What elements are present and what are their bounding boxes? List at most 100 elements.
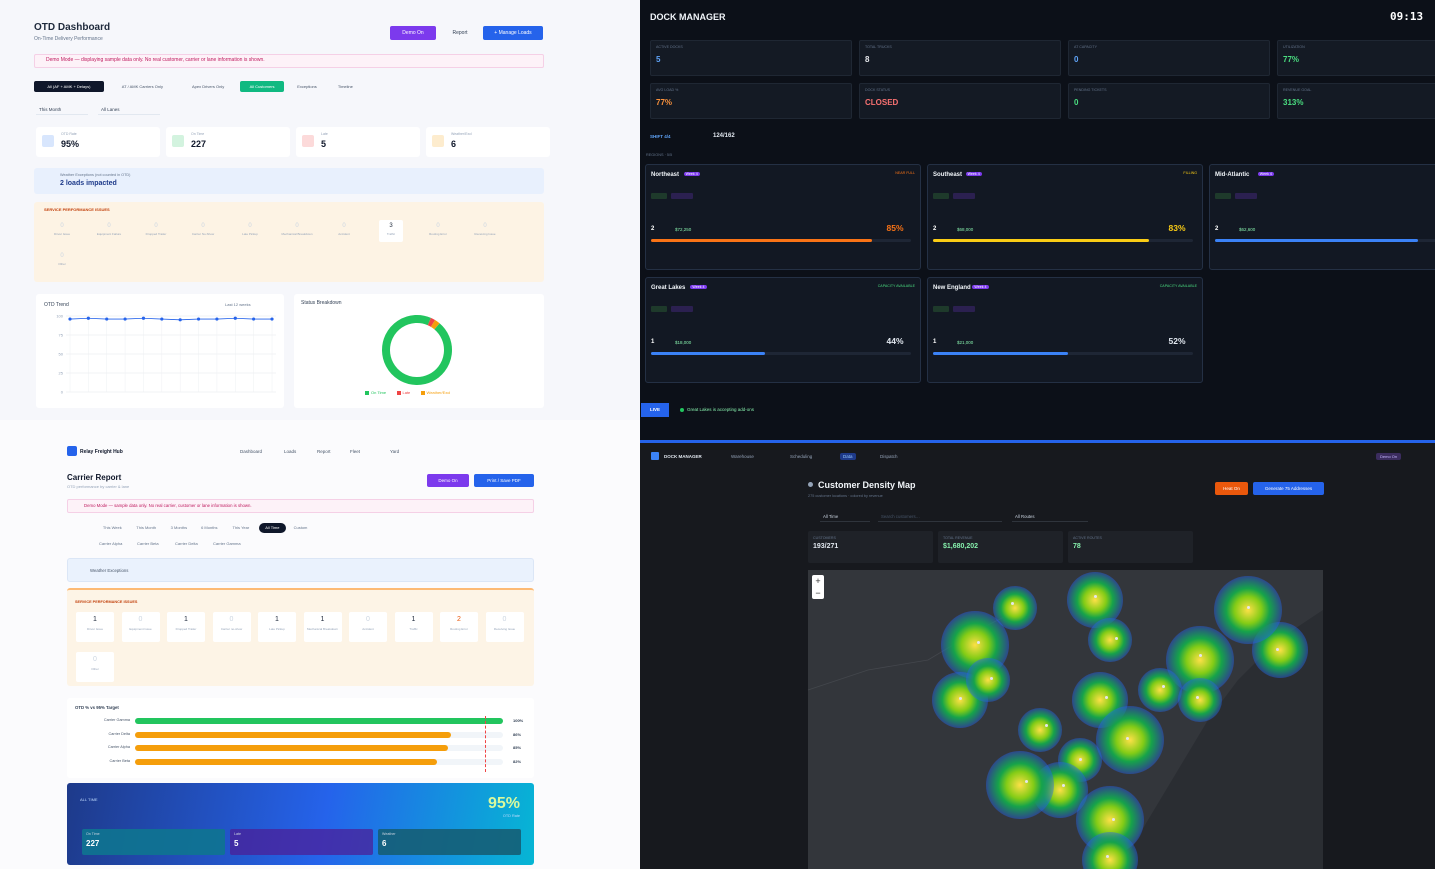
button[interactable]: Print / Save PDF — [474, 474, 534, 487]
zoom-control[interactable]: + − — [812, 575, 824, 599]
tab[interactable]: Timeline — [337, 84, 353, 89]
stat-value: CLOSED — [865, 98, 899, 107]
bar-value: 86% — [513, 731, 522, 737]
stat-label: AT CAPACITY — [1074, 45, 1097, 49]
issue-card — [394, 612, 433, 642]
stat-label: TOTAL REVENUE — [943, 536, 973, 540]
filter-input[interactable]: All Time — [820, 511, 870, 522]
customer-dot — [1106, 855, 1109, 858]
button[interactable]: Generate 75 Addresses — [1253, 482, 1324, 495]
nav-item[interactable]: Dashboard — [240, 449, 263, 454]
tile-value: 5 — [234, 839, 239, 848]
button[interactable]: Demo On — [427, 474, 469, 487]
region-name: Southeast — [933, 172, 963, 178]
tab[interactable]: Apex Drivers Only — [191, 84, 225, 89]
nav-item[interactable]: Data — [840, 453, 856, 460]
y-tick-label: 0 — [61, 390, 64, 395]
region-status: CAPACITY AVAILABLE — [877, 284, 915, 288]
tab[interactable]: AT / AMK Carriers Only — [121, 84, 163, 89]
trend-point — [233, 316, 237, 320]
stat-card — [1277, 83, 1435, 119]
stat-value: 77% — [656, 98, 673, 107]
stat-label: DOCK STATUS — [865, 88, 891, 92]
donut-slice — [427, 317, 436, 327]
region-name: New England — [933, 285, 971, 291]
button[interactable]: Report — [452, 30, 468, 36]
stat-value: 78 — [1073, 543, 1081, 550]
nav-item[interactable]: Loads — [284, 449, 297, 454]
nav-item[interactable]: Scheduling — [790, 454, 813, 459]
issue-card — [212, 612, 251, 642]
period-tab[interactable]: 6 Months — [201, 525, 218, 530]
carrier-chip[interactable]: Carrier Gamma — [213, 541, 241, 546]
button[interactable]: Heat On — [1215, 482, 1248, 495]
nav-item[interactable]: Dispatch — [880, 454, 898, 459]
demo-badge[interactable]: Demo On — [1376, 453, 1402, 460]
bar — [135, 718, 503, 724]
y-tick-label: 100 — [56, 314, 63, 319]
issue-count: 1 — [93, 616, 97, 623]
issue-card — [76, 612, 114, 642]
bar-label: Carrier Gamma — [103, 718, 130, 722]
target-line — [484, 716, 486, 772]
tab[interactable]: All (AF + AMK + Delays) — [34, 81, 104, 92]
fill-bar — [933, 239, 1149, 242]
tile-value: 227 — [86, 839, 100, 848]
filter-input[interactable]: All Routes — [1012, 511, 1088, 522]
donut-slice — [382, 315, 452, 385]
nav-item[interactable]: Yard — [390, 449, 400, 454]
carrier-chip[interactable]: Carrier Beta — [137, 541, 159, 546]
week-badge: Week 4 — [965, 172, 982, 176]
page-title: OTD Dashboard — [34, 22, 111, 33]
issue-count: 0 — [107, 223, 111, 229]
period-tab[interactable]: This Year — [232, 525, 250, 530]
heat-blob — [1088, 618, 1132, 662]
carrier-chip[interactable]: Carrier Delta — [175, 541, 198, 546]
customer-dot — [990, 677, 993, 680]
kpi-value: 95% — [61, 139, 80, 149]
issue-count: 0 — [483, 223, 487, 229]
tab[interactable]: All Customers — [240, 81, 284, 92]
trend-range[interactable]: Last 12 weeks — [225, 302, 251, 307]
period-tab[interactable]: All Time — [259, 523, 286, 533]
legend-swatch — [365, 391, 369, 395]
heat-blob — [1214, 576, 1282, 644]
kpi-icon — [432, 135, 444, 147]
carrier-chip[interactable]: Carrier Alpha — [99, 541, 123, 546]
fill-bar — [933, 352, 1069, 355]
stat-card — [808, 531, 933, 563]
stat-card — [1277, 40, 1435, 76]
tab[interactable]: Exceptions — [297, 84, 317, 89]
period-tab[interactable]: Custom — [293, 525, 308, 530]
period-tab[interactable]: This Week — [102, 525, 122, 530]
button[interactable]: Demo On — [390, 26, 436, 40]
region-status: FILLING — [1183, 171, 1197, 175]
page-title: Carrier Report — [67, 473, 122, 482]
trend-point — [215, 317, 219, 321]
stat-label: ACTIVE ROUTES — [1073, 536, 1102, 540]
button[interactable]: + Manage Loads — [483, 26, 543, 40]
nav-item[interactable]: Fleet — [350, 449, 361, 454]
issue-count: 0 — [342, 223, 346, 229]
filter-input[interactable]: Search customers… — [878, 511, 1002, 522]
period-tab[interactable]: This Month — [136, 525, 157, 530]
customer-dot — [977, 641, 980, 644]
shift-label: SHIFT 4/4 — [650, 134, 671, 139]
stat-label: CUSTOMERS — [813, 536, 836, 540]
legend-swatch — [396, 391, 401, 395]
page-subtitle: 275 customer locations · colored by reve… — [808, 494, 883, 498]
nav-item[interactable]: Report — [317, 449, 331, 454]
nav-item[interactable]: Warehouse — [731, 454, 754, 459]
bar-value: 82% — [513, 758, 522, 764]
filter-select[interactable]: This Month — [36, 104, 88, 115]
customer-dot — [1276, 648, 1279, 651]
kpi-label: On Time — [191, 132, 205, 136]
issue-label: Driver Issue — [53, 232, 70, 236]
region-fill-label: 44% — [886, 336, 904, 346]
notice-text: Demo Mode — sample data only. No real ca… — [84, 503, 252, 508]
stat-card — [650, 40, 852, 76]
filter-select[interactable]: All Lanes — [98, 104, 160, 115]
period-tab[interactable]: 3 Months — [170, 525, 188, 530]
issue-label: Carrier no-show — [220, 627, 243, 631]
